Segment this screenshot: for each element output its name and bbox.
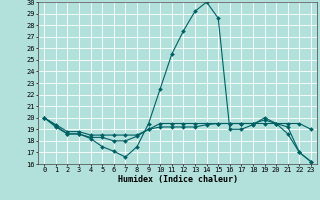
X-axis label: Humidex (Indice chaleur): Humidex (Indice chaleur) — [118, 175, 238, 184]
